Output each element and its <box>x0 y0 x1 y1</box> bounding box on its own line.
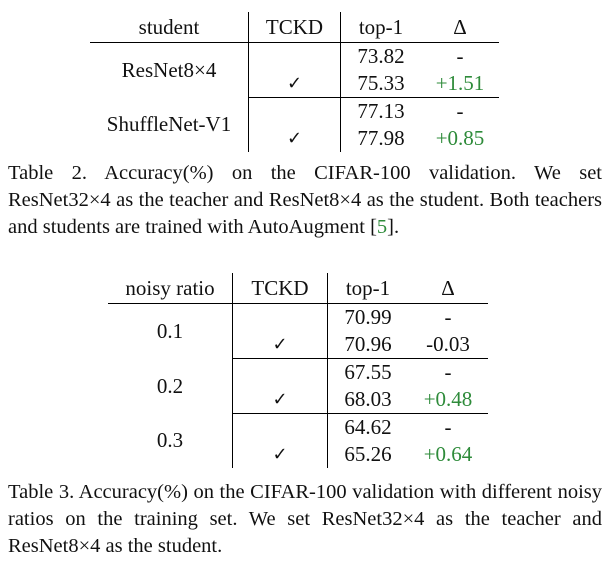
tckd-check: ✓ <box>248 70 341 98</box>
header-top1: top-1 <box>340 12 421 43</box>
table-row: ✓ 70.96 -0.03 <box>108 331 488 359</box>
top1-cell: 65.26 <box>344 442 392 466</box>
table-3-header-row: noisy ratio TCKD top-1 Δ <box>108 273 488 304</box>
table-row: 0.3 64.62 - <box>108 413 488 468</box>
header-delta: Δ <box>421 12 499 43</box>
tckd-check: ✓ <box>232 331 328 359</box>
table-row: 0.2 67.55 - <box>108 358 488 414</box>
header-tckd: TCKD <box>232 273 328 304</box>
tckd-check: ✓ <box>232 386 328 414</box>
table-row: ResNet8×4 73.82 - <box>90 42 499 98</box>
tckd-cell <box>232 358 328 386</box>
caption-end: ]. <box>387 216 400 238</box>
table-3: noisy ratio TCKD top-1 Δ 0.1 70.99 - ✓ 7… <box>108 273 488 468</box>
top1-cell: 67.55 <box>344 360 392 384</box>
header-top1: top-1 <box>327 273 408 304</box>
noisy-ratio-label: 0.3 <box>108 413 233 468</box>
top1-cell: 77.13 <box>357 99 405 123</box>
delta-cell: +0.85 <box>435 126 485 150</box>
delta-cell: - <box>444 360 452 384</box>
delta-cell: - <box>456 99 464 123</box>
tckd-check: ✓ <box>232 441 328 468</box>
top1-cell: 68.03 <box>327 386 408 414</box>
delta-cell: - <box>456 44 464 68</box>
table-row: ✓ 75.33 +1.51 <box>90 70 499 98</box>
table-row: ShuffleNet-V1 77.13 - <box>90 97 499 152</box>
table-2-caption: Table 2. Accuracy(%) on the CIFAR-100 va… <box>8 160 602 241</box>
table-row: 0.1 70.99 - <box>108 303 488 359</box>
delta-cell: +0.64 <box>423 442 473 466</box>
header-tckd: TCKD <box>248 12 341 43</box>
tckd-cell <box>248 42 341 70</box>
noisy-ratio-label: 0.2 <box>108 358 233 414</box>
student-label: ResNet8×4 <box>90 42 249 98</box>
noisy-ratio-label: 0.1 <box>108 303 233 359</box>
delta-cell: - <box>444 415 452 439</box>
student-label: ShuffleNet-V1 <box>90 97 249 152</box>
tckd-check: ✓ <box>248 125 341 152</box>
delta-cell: +0.48 <box>408 386 488 414</box>
table-row: ✓ 77.98 +0.85 <box>90 125 499 152</box>
header-student: student <box>90 12 249 43</box>
caption-text: Table 2. Accuracy(%) on the CIFAR-100 va… <box>8 162 602 238</box>
top1-cell: 70.99 <box>344 305 392 329</box>
header-noisy-ratio: noisy ratio <box>108 273 233 304</box>
delta-cell: -0.03 <box>408 331 488 359</box>
top1-cell: 73.82 <box>357 44 405 68</box>
tckd-cell <box>232 413 328 441</box>
table-2-header-row: student TCKD top-1 Δ <box>90 12 499 43</box>
delta-cell: - <box>444 305 452 329</box>
tckd-cell <box>232 303 328 331</box>
top1-cell: 70.96 <box>327 331 408 359</box>
table-3-caption: Table 3. Accuracy(%) on the CIFAR-100 va… <box>8 481 602 557</box>
delta-cell: +1.51 <box>421 70 499 98</box>
top1-cell: 64.62 <box>344 415 392 439</box>
tckd-cell <box>248 97 341 125</box>
citation-link[interactable]: 5 <box>376 216 388 238</box>
table-row: ✓ 68.03 +0.48 <box>108 386 488 414</box>
table-2: student TCKD top-1 Δ ResNet8×4 73.82 - ✓… <box>90 12 499 152</box>
table-row: ✓ 65.26 +0.64 <box>108 441 488 468</box>
header-delta: Δ <box>408 273 488 304</box>
top1-cell: 75.33 <box>340 70 421 98</box>
top1-cell: 77.98 <box>357 126 405 150</box>
